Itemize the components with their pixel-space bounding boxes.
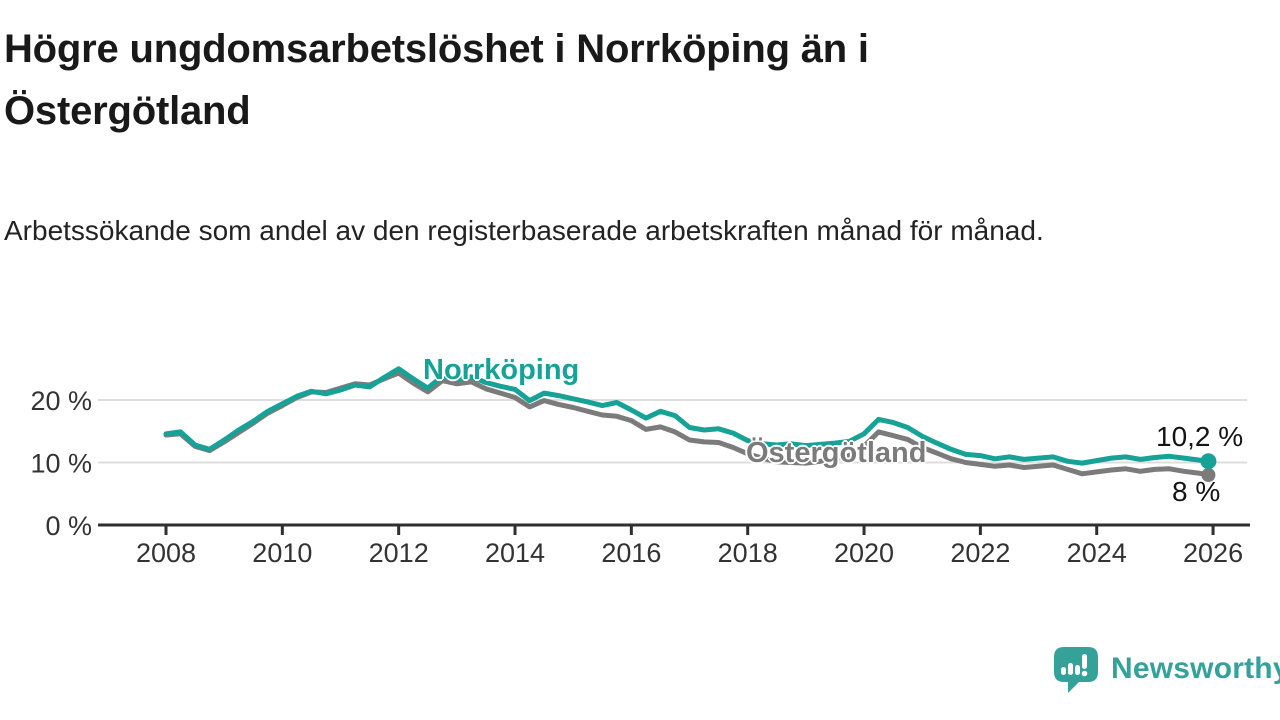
x-tick-label-2010: 2010 [252,538,312,568]
y-tick-label-0: 0 % [45,511,92,541]
y-tick-label-20: 20 % [30,386,92,416]
end-value-label-norrkoping: 10,2 % [1156,421,1244,452]
x-tick-label-2012: 2012 [369,538,429,568]
chart-subtitle: Arbetssökande som andel av den registerb… [4,215,1044,246]
chart-title: Högre ungdomsarbetslöshet i Norrköping ä… [4,27,869,133]
end-dot-norrköping [1200,453,1217,470]
series-label-ostergotland: Östergötland [746,437,927,469]
x-tick-label-2026: 2026 [1183,538,1243,568]
series-label-norrkoping: Norrköping [423,354,580,386]
y-tick-label-10: 10 % [30,449,92,479]
x-tick-label-2018: 2018 [718,538,778,568]
x-tick-label-2020: 2020 [834,538,894,568]
newsworthy-logo: Newsworthy [1052,645,1280,693]
x-tick-label-2016: 2016 [601,538,661,568]
x-tick-label-2014: 2014 [485,538,545,568]
end-value-label-ostergotland: 8 % [1172,476,1221,507]
x-tick-label-2008: 2008 [136,538,196,568]
newsworthy-wordmark: Newsworthy [1111,652,1280,685]
x-tick-label-2024: 2024 [1067,538,1127,568]
x-tick-label-2022: 2022 [950,538,1010,568]
line-chart: 2008 2010 2012 2014 2016 2018 2020 2022 2024 2026… [30,366,1250,568]
line-norrköping [163,366,1211,466]
end-dot-östergötland [1201,468,1216,482]
newsworthy-speech-bubble-bar-chart-icon [1054,647,1098,693]
